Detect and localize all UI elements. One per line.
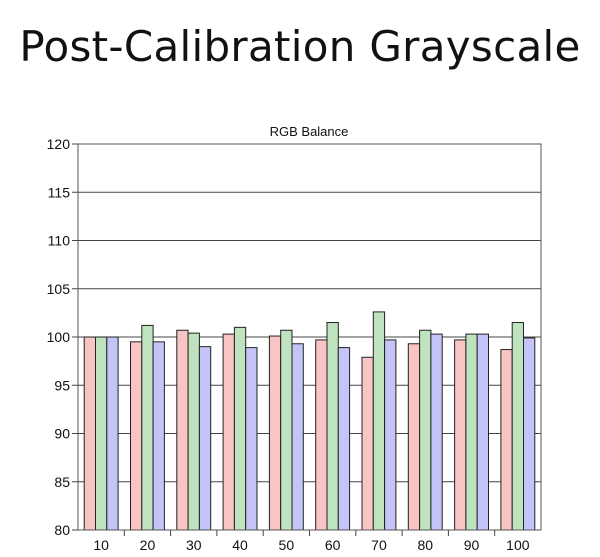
y-tick-label: 90 — [54, 426, 70, 442]
bar-30-series-1 — [176, 329, 189, 531]
bar-20-series-2 — [141, 324, 154, 531]
y-axis: 80 85 90 95 100 105 110 115 120 — [47, 136, 78, 538]
bar-60-series-2 — [326, 322, 339, 531]
bar-100-series-1 — [500, 349, 513, 531]
bar-70-series-2 — [372, 311, 386, 531]
x-tick-label-100: 100 — [506, 537, 530, 553]
x-axis: 10 20 30 40 50 60 70 80 90 100 — [93, 530, 530, 553]
bar-40-series-3 — [245, 347, 258, 531]
y-tick-label: 100 — [47, 329, 71, 345]
x-tick-label-90: 90 — [464, 537, 480, 553]
plot-area-frame — [77, 143, 542, 531]
bar-50-series-3 — [291, 343, 304, 531]
bar-70-series-3 — [384, 339, 397, 531]
bar-20-series-3 — [152, 341, 165, 531]
y-tick-label: 110 — [48, 233, 71, 249]
bar-60-series-3 — [337, 347, 351, 531]
y-tick-label: 120 — [47, 136, 71, 152]
x-tick-label-10: 10 — [93, 537, 109, 553]
chart-title: RGB Balance — [270, 124, 349, 139]
bar-50-series-2 — [280, 329, 293, 531]
bar-10-series-3 — [106, 336, 119, 531]
y-tick-label: 85 — [54, 474, 70, 490]
bar-80-series-1 — [407, 343, 421, 531]
bar-90-series-2 — [465, 333, 478, 531]
y-tick-label: 105 — [47, 281, 71, 297]
x-tick-label-50: 50 — [279, 537, 295, 553]
bar-70-series-1 — [361, 356, 374, 531]
x-tick-label-20: 20 — [140, 537, 156, 553]
bar-60-series-1 — [315, 339, 328, 531]
page-title: Post-Calibration Grayscale — [19, 22, 581, 71]
y-tick-label: 115 — [48, 184, 71, 200]
bar-20-series-1 — [130, 341, 143, 531]
x-tick-label-40: 40 — [232, 537, 248, 553]
bar-90-series-1 — [454, 339, 467, 531]
x-tick-label-60: 60 — [325, 537, 341, 553]
bar-90-series-3 — [476, 333, 490, 531]
bar-10-series-2 — [95, 336, 108, 531]
bar-40-series-1 — [222, 333, 235, 531]
bar-50-series-1 — [268, 335, 282, 531]
bar-80-series-2 — [419, 329, 432, 531]
bar-100-series-3 — [523, 337, 536, 531]
y-tick-label: 95 — [54, 377, 70, 393]
bar-30-series-3 — [198, 346, 212, 531]
x-tick-label-30: 30 — [186, 537, 202, 553]
bar-10-series-1 — [83, 336, 96, 531]
bar-100-series-2 — [511, 322, 525, 531]
bar-80-series-3 — [430, 333, 443, 531]
x-tick-label-70: 70 — [371, 537, 387, 553]
bar-30-series-2 — [187, 332, 200, 531]
x-tick-label-80: 80 — [417, 537, 433, 553]
chart-bars — [83, 311, 536, 531]
bar-40-series-2 — [233, 326, 247, 531]
y-tick-label: 80 — [54, 522, 70, 538]
